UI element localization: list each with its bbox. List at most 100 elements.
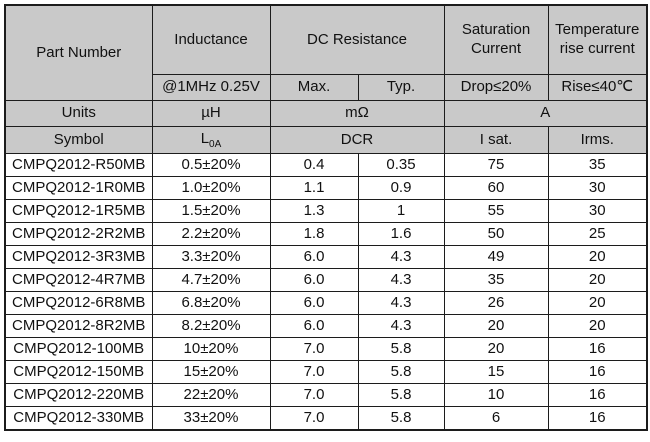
dcr-max-cell: 1.3 <box>269 199 359 223</box>
inductance-cell: 15±20% <box>151 360 271 384</box>
dcr-max-cell: 7.0 <box>269 337 359 361</box>
rms-current-cell: 35 <box>547 153 648 177</box>
dcr-max-cell: 7.0 <box>269 360 359 384</box>
units-inductance: µH <box>151 100 271 127</box>
saturation-current-cell: 15 <box>443 360 549 384</box>
inductance-cell: 1.0±20% <box>151 176 271 200</box>
inductance-cell: 8.2±20% <box>151 314 271 338</box>
header-row-2: @1MHz 0.25V Max. Typ. Drop≤20% Rise≤40℃ <box>5 74 648 101</box>
dcr-typ-cell: 4.3 <box>357 268 445 292</box>
dcr-typ-cell: 5.8 <box>357 360 445 384</box>
symbol-inductance: L0A <box>151 126 271 154</box>
header-inductance: Inductance <box>151 4 271 75</box>
saturation-current-cell: 26 <box>443 291 549 315</box>
table-row: CMPQ2012-3R3MB 3.3±20% 6.0 4.3 49 20 <box>4 245 648 269</box>
table-row: CMPQ2012-330MB 33±20% 7.0 5.8 6 16 <box>4 406 648 431</box>
table-row: CMPQ2012-220MB 22±20% 7.0 5.8 10 16 <box>4 383 648 407</box>
dcr-typ-cell: 0.35 <box>357 153 445 177</box>
rms-current-cell: 16 <box>547 406 648 431</box>
symbol-label: Symbol <box>4 126 153 154</box>
rms-current-cell: 16 <box>547 360 648 384</box>
header-dcr-typ: Typ. <box>357 74 445 101</box>
inductance-cell: 4.7±20% <box>151 268 271 292</box>
dcr-max-cell: 7.0 <box>269 383 359 407</box>
dcr-typ-cell: 1 <box>357 199 445 223</box>
rms-current-cell: 30 <box>547 176 648 200</box>
dcr-max-cell: 7.0 <box>269 406 359 431</box>
part-number-cell: CMPQ2012-8R2MB <box>4 314 153 338</box>
symbol-isat: I sat. <box>443 126 549 154</box>
units-current: A <box>443 100 648 127</box>
dcr-typ-cell: 5.8 <box>357 337 445 361</box>
inductance-cell: 33±20% <box>151 406 271 431</box>
inductance-cell: 3.3±20% <box>151 245 271 269</box>
header-part-number: Part Number <box>4 4 153 101</box>
saturation-current-cell: 6 <box>443 406 549 431</box>
saturation-current-cell: 50 <box>443 222 549 246</box>
rms-current-cell: 25 <box>547 222 648 246</box>
inductance-cell: 6.8±20% <box>151 291 271 315</box>
header-dcr-max: Max. <box>269 74 359 101</box>
header-temperature-condition: Rise≤40℃ <box>547 74 648 101</box>
part-number-cell: CMPQ2012-2R2MB <box>4 222 153 246</box>
part-number-cell: CMPQ2012-330MB <box>4 406 153 431</box>
symbol-irms: Irms. <box>547 126 648 154</box>
dcr-typ-cell: 4.3 <box>357 314 445 338</box>
saturation-current-cell: 35 <box>443 268 549 292</box>
table-row: CMPQ2012-4R7MB 4.7±20% 6.0 4.3 35 20 <box>4 268 648 292</box>
dcr-typ-cell: 5.8 <box>357 383 445 407</box>
table-row: CMPQ2012-100MB 10±20% 7.0 5.8 20 16 <box>4 337 648 361</box>
saturation-current-cell: 49 <box>443 245 549 269</box>
table-row: CMPQ2012-8R2MB 8.2±20% 6.0 4.3 20 20 <box>4 314 648 338</box>
table-body: Units µH mΩ A Symbol L0A DCR I sat. Irms… <box>4 100 648 431</box>
inductance-cell: 0.5±20% <box>151 153 271 177</box>
part-number-cell: CMPQ2012-3R3MB <box>4 245 153 269</box>
dcr-max-cell: 6.0 <box>269 291 359 315</box>
saturation-current-cell: 60 <box>443 176 549 200</box>
header-inductance-condition: @1MHz 0.25V <box>151 74 271 101</box>
saturation-current-cell: 55 <box>443 199 549 223</box>
table-row: CMPQ2012-R50MB 0.5±20% 0.4 0.35 75 35 <box>4 153 648 177</box>
units-row: Units µH mΩ A <box>4 100 648 127</box>
dcr-max-cell: 6.0 <box>269 245 359 269</box>
rms-current-cell: 16 <box>547 337 648 361</box>
table-row: CMPQ2012-1R0MB 1.0±20% 1.1 0.9 60 30 <box>4 176 648 200</box>
dcr-max-cell: 1.8 <box>269 222 359 246</box>
dcr-typ-cell: 0.9 <box>357 176 445 200</box>
units-label: Units <box>4 100 153 127</box>
rms-current-cell: 20 <box>547 314 648 338</box>
inductance-cell: 1.5±20% <box>151 199 271 223</box>
rms-current-cell: 20 <box>547 268 648 292</box>
part-number-cell: CMPQ2012-150MB <box>4 360 153 384</box>
units-dcr: mΩ <box>269 100 445 127</box>
dcr-typ-cell: 4.3 <box>357 245 445 269</box>
rms-current-cell: 20 <box>547 245 648 269</box>
part-number-cell: CMPQ2012-R50MB <box>4 153 153 177</box>
saturation-current-cell: 10 <box>443 383 549 407</box>
symbol-dcr: DCR <box>269 126 445 154</box>
rms-current-cell: 30 <box>547 199 648 223</box>
table-row: CMPQ2012-2R2MB 2.2±20% 1.8 1.6 50 25 <box>4 222 648 246</box>
inductance-cell: 2.2±20% <box>151 222 271 246</box>
rms-current-cell: 16 <box>547 383 648 407</box>
table-row: CMPQ2012-150MB 15±20% 7.0 5.8 15 16 <box>4 360 648 384</box>
symbol-inductance-sub: 0A <box>209 139 222 150</box>
symbol-row: Symbol L0A DCR I sat. Irms. <box>4 126 648 154</box>
dcr-typ-cell: 1.6 <box>357 222 445 246</box>
header-dc-resistance: DC Resistance <box>269 4 445 75</box>
symbol-inductance-main: L <box>200 130 210 147</box>
saturation-current-cell: 75 <box>443 153 549 177</box>
header-saturation-condition: Drop≤20% <box>443 74 549 101</box>
table-row: CMPQ2012-1R5MB 1.5±20% 1.3 1 55 30 <box>4 199 648 223</box>
inductor-spec-table: Part Number Inductance DC Resistance Sat… <box>4 4 649 431</box>
part-number-cell: CMPQ2012-6R8MB <box>4 291 153 315</box>
header-saturation-current: Saturation Current <box>443 4 549 75</box>
header-row-1: Part Number Inductance DC Resistance Sat… <box>4 4 648 101</box>
rms-current-cell: 20 <box>547 291 648 315</box>
part-number-cell: CMPQ2012-1R0MB <box>4 176 153 200</box>
part-number-cell: CMPQ2012-100MB <box>4 337 153 361</box>
saturation-current-cell: 20 <box>443 337 549 361</box>
dcr-max-cell: 6.0 <box>269 268 359 292</box>
dcr-max-cell: 0.4 <box>269 153 359 177</box>
dcr-max-cell: 6.0 <box>269 314 359 338</box>
